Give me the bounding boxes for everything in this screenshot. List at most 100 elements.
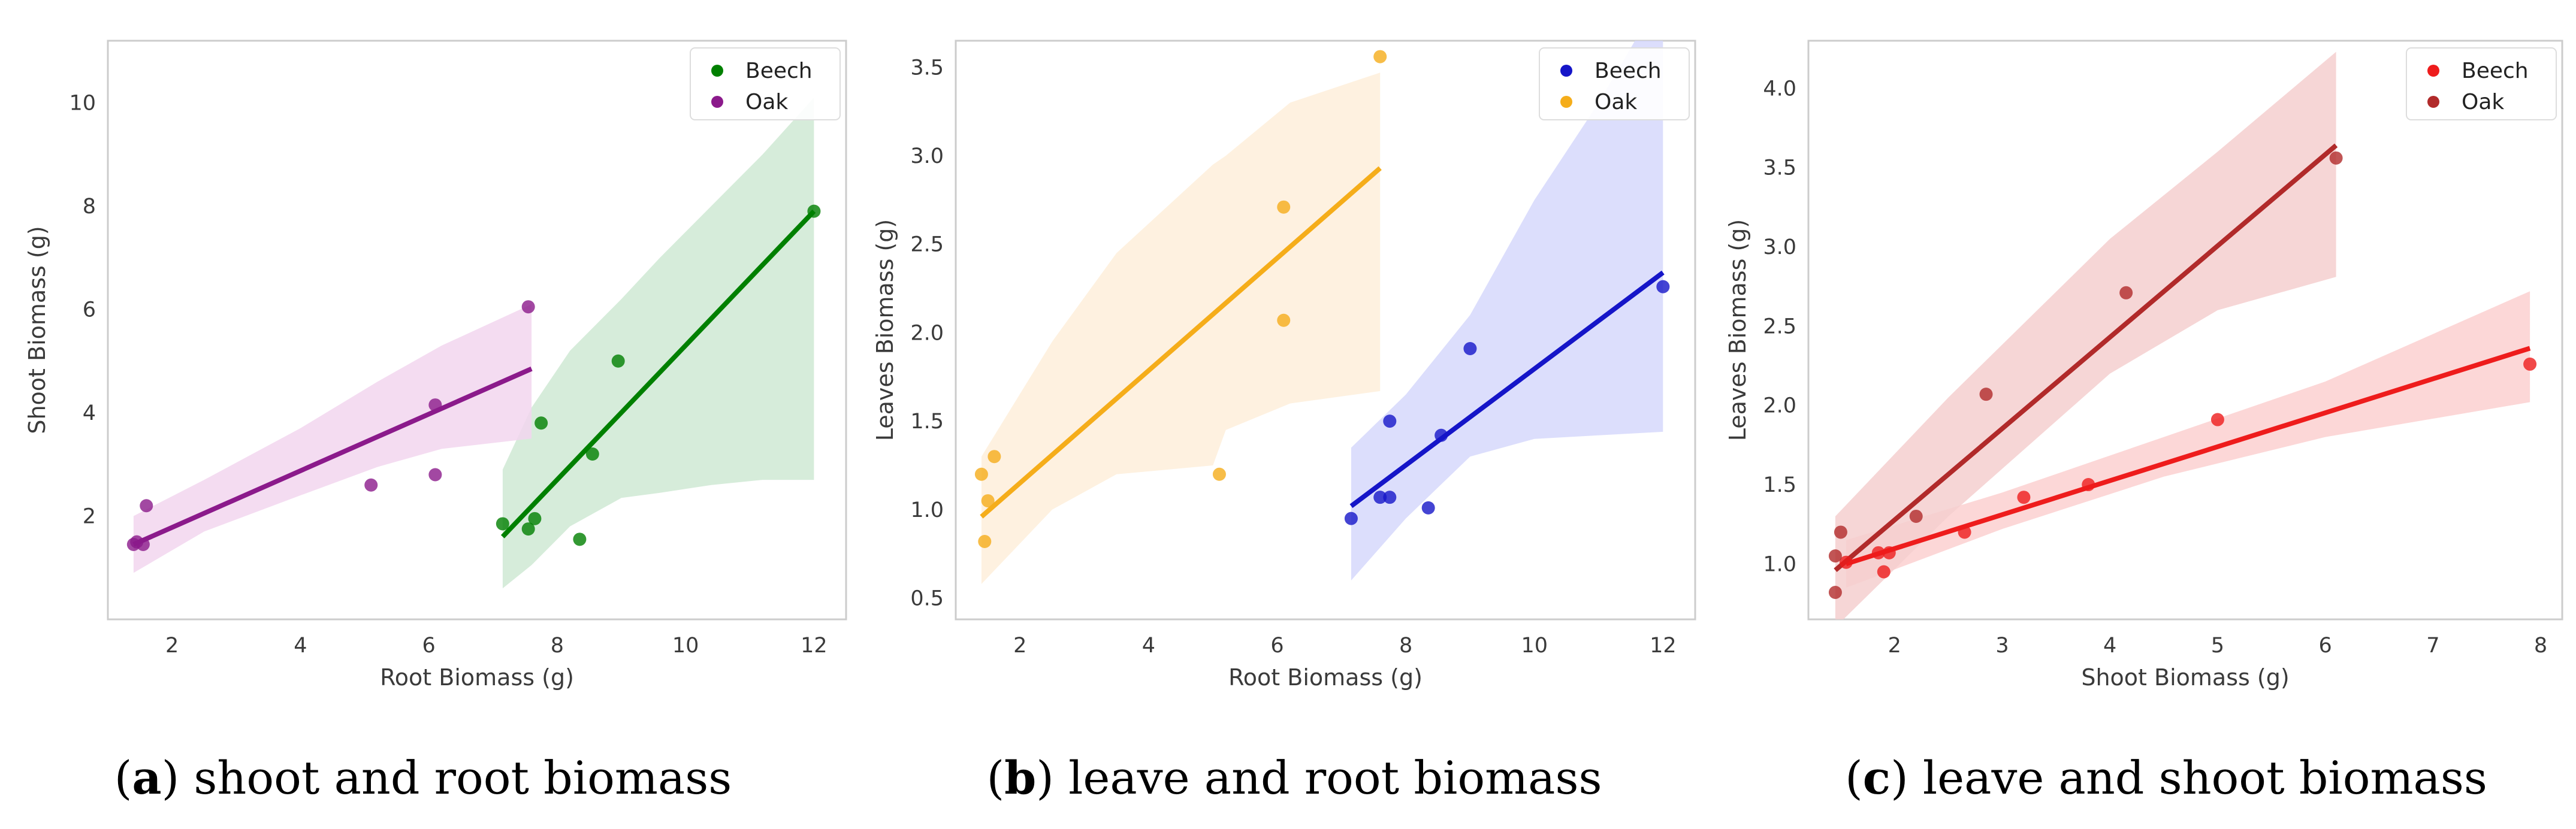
x-tick-label: 8	[551, 634, 564, 658]
x-axis-label: Shoot Biomass (g)	[2081, 664, 2289, 691]
oak-data-point	[978, 535, 992, 549]
oak-legend-label: Oak	[1594, 90, 1637, 114]
beech-data-point	[807, 204, 821, 218]
beech-legend-marker	[1560, 65, 1572, 77]
legend-box	[1539, 47, 1690, 120]
oak-regression-line	[1834, 143, 2338, 573]
legend: Beech Oak	[2406, 47, 2557, 120]
caption-text: ) leave and root biomass	[1036, 751, 1602, 804]
y-tick-label: 3.0	[910, 144, 944, 168]
oak-data-point	[428, 468, 442, 482]
y-tick-label: 2.5	[910, 233, 944, 257]
x-tick-label: 8	[1399, 634, 1412, 658]
oak-data-point	[981, 494, 995, 508]
x-tick-label: 12	[1650, 634, 1677, 658]
y-tick-label: 4	[83, 401, 96, 425]
panel-caption: (b) leave and root biomass	[987, 751, 1602, 804]
oak-data-point	[1373, 50, 1387, 63]
y-tick-label: 3.5	[910, 56, 944, 80]
beech-data-point	[1958, 525, 1971, 539]
y-tick-label: 1.5	[910, 410, 944, 434]
x-tick-label: 4	[1142, 634, 1155, 658]
caption-open-paren: (	[114, 751, 132, 804]
beech-data-point	[534, 416, 548, 430]
oak-data-point	[987, 450, 1001, 464]
oak-confidence-band	[981, 72, 1381, 584]
y-tick-label: 2.0	[1763, 394, 1796, 418]
y-axis-label: Shoot Biomass (g)	[24, 226, 50, 434]
y-tick-label: 3.0	[1763, 235, 1796, 259]
panel-caption: (a) shoot and root biomass	[114, 751, 732, 804]
x-tick-label: 6	[2318, 634, 2332, 658]
beech-data-point	[1383, 491, 1397, 504]
x-tick-label: 6	[422, 634, 436, 658]
legend-box	[2406, 47, 2557, 120]
beech-data-point	[1383, 414, 1397, 428]
y-tick-label: 0.5	[910, 587, 944, 611]
caption-letter: c	[1863, 751, 1891, 804]
oak-legend-marker	[711, 96, 723, 108]
legend-box	[690, 47, 841, 120]
beech-data-point	[1463, 342, 1477, 356]
y-tick-label: 8	[83, 195, 96, 219]
beech-regression-line	[500, 209, 816, 538]
oak-legend-marker	[2427, 96, 2439, 108]
beech-data-point	[611, 354, 625, 368]
x-tick-label: 10	[672, 634, 699, 658]
oak-data-point	[136, 537, 150, 551]
oak-legend-marker	[1560, 96, 1572, 108]
beech-data-point	[496, 517, 509, 531]
plot-area	[1828, 52, 2537, 619]
oak-data-point	[2329, 151, 2343, 165]
beech-legend-label: Beech	[2462, 59, 2529, 83]
oak-data-point	[428, 398, 442, 412]
beech-regression-line	[1349, 270, 1665, 509]
y-tick-label: 4.0	[1763, 77, 1796, 101]
legend: Beech Oak	[1539, 47, 1690, 120]
plot-area	[126, 97, 821, 589]
x-tick-label: 5	[2211, 634, 2224, 658]
y-axis-label: Leaves Biomass (g)	[1725, 219, 1751, 441]
caption-text: ) leave and shoot biomass	[1891, 751, 2487, 804]
panel-caption: (c) leave and shoot biomass	[1845, 751, 2487, 804]
beech-data-point	[2082, 478, 2095, 492]
beech-data-point	[521, 522, 535, 536]
y-tick-label: 1.0	[1763, 552, 1796, 576]
x-tick-label: 2	[1888, 634, 1901, 658]
caption-open-paren: (	[987, 751, 1005, 804]
x-tick-label: 4	[2103, 634, 2116, 658]
oak-data-point	[2119, 286, 2133, 299]
caption-text: ) shoot and root biomass	[162, 751, 732, 804]
oak-legend-label: Oak	[2462, 90, 2504, 114]
beech-legend-label: Beech	[745, 59, 813, 83]
x-tick-label: 3	[1995, 634, 2009, 658]
beech-data-point	[1656, 280, 1670, 294]
beech-data-point	[1882, 546, 1896, 559]
oak-data-point	[1834, 525, 1847, 539]
beech-data-point	[1871, 546, 1885, 559]
oak-regression-line	[980, 166, 1382, 519]
y-tick-label: 2.0	[910, 321, 944, 345]
oak-data-point	[1277, 313, 1291, 327]
x-tick-label: 7	[2426, 634, 2439, 658]
oak-data-point	[974, 467, 988, 481]
y-axis-label: Leaves Biomass (g)	[872, 219, 898, 441]
beech-legend-label: Beech	[1594, 59, 1662, 83]
caption-letter: a	[132, 751, 161, 804]
panel-b: 2 4 6 8 10 12 0.5 1.0 1.5 2.0 2.5 3.0 3.5 Root Biomas…	[872, 40, 1696, 804]
panel-c: 2 3 4 5 6 7 8 1.0 1.5 2.0 2.5 3.0 3.5 4.0 Shoot Biomas…	[1725, 40, 2563, 804]
beech-confidence-band	[502, 97, 814, 589]
oak-data-point	[521, 300, 535, 314]
y-tick-label: 10	[69, 92, 96, 116]
oak-data-point	[364, 478, 378, 492]
beech-data-point	[2523, 357, 2537, 371]
beech-data-point	[2017, 491, 2031, 504]
oak-legend-label: Oak	[745, 90, 788, 114]
y-tick-label: 6	[83, 298, 96, 322]
y-tick-label: 2.5	[1763, 314, 1796, 338]
x-tick-label: 2	[1013, 634, 1026, 658]
caption-open-paren: (	[1845, 751, 1863, 804]
oak-confidence-band	[133, 304, 532, 573]
oak-data-point	[1212, 467, 1226, 481]
